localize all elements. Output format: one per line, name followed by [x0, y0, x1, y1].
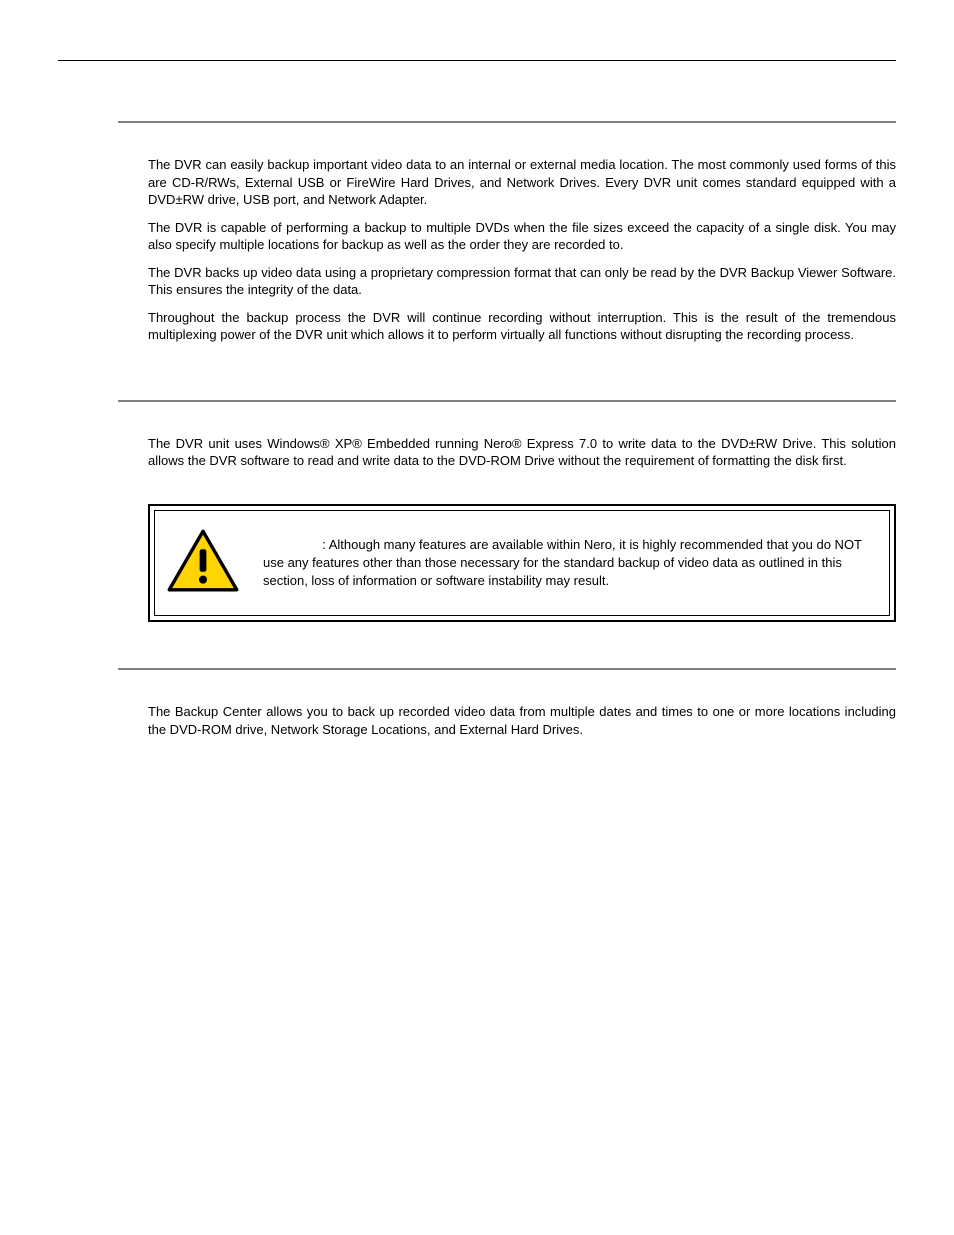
- paragraph: The DVR is capable of performing a backu…: [148, 219, 896, 254]
- caution-text: CAUTION: Although many features are avai…: [263, 536, 873, 591]
- nero-body: The DVR unit uses Windows® XP® Embedded …: [148, 435, 896, 470]
- paragraph: The DVR can easily backup important vide…: [148, 156, 896, 209]
- chapter-title: BACKING UP VIDEO DATA: [58, 69, 896, 95]
- section-title-overview: BACKUP OVERVIEW: [118, 123, 896, 156]
- subheading-general-backup: General Backup Screen: [132, 760, 896, 777]
- caution-body: : Although many features are available w…: [263, 537, 862, 588]
- caution-label: CAUTION: [263, 537, 322, 552]
- paragraph: The DVR backs up video data using a prop…: [148, 264, 896, 299]
- overview-body: The DVR can easily backup important vide…: [148, 156, 896, 344]
- section-title-center: BACKUP CENTER: [118, 670, 896, 703]
- section-title-nero: NERO® EXPRESS: [118, 402, 896, 435]
- paragraph: Throughout the backup process the DVR wi…: [148, 309, 896, 344]
- caution-box: CAUTION: Although many features are avai…: [148, 504, 896, 622]
- paragraph: The DVR unit uses Windows® XP® Embedded …: [148, 435, 896, 470]
- warning-icon: [167, 529, 239, 597]
- page: BACKING UP VIDEO DATA BACKUP OVERVIEW Th…: [0, 0, 954, 1235]
- top-rule: [58, 60, 896, 61]
- paragraph: The Backup Center allows you to back up …: [148, 703, 896, 738]
- center-body: The Backup Center allows you to back up …: [148, 703, 896, 738]
- caution-inner: CAUTION: Although many features are avai…: [154, 510, 890, 616]
